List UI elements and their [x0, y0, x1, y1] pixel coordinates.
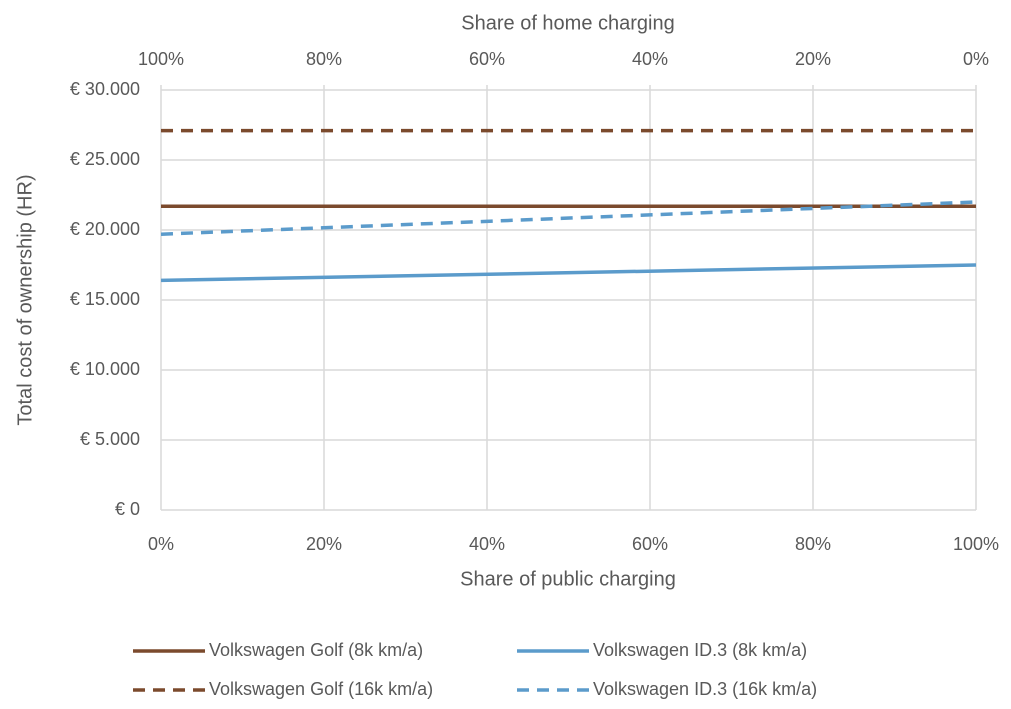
legend-label: Volkswagen ID.3 (16k km/a) [593, 679, 817, 699]
x-axis-title: Share of public charging [460, 568, 676, 590]
x-tick-label: 60% [632, 534, 668, 554]
x-tick-label: 40% [469, 534, 505, 554]
y-tick-label: € 0 [115, 499, 140, 519]
y-tick-label: € 10.000 [70, 359, 140, 379]
y-tick-label: € 30.000 [70, 79, 140, 99]
x-tick-label: 100% [953, 534, 999, 554]
x2-tick-label: 80% [306, 49, 342, 69]
legend-label: Volkswagen Golf (8k km/a) [209, 640, 423, 660]
legend-label: Volkswagen Golf (16k km/a) [209, 679, 433, 699]
series-line [160, 263, 977, 283]
y-tick-label: € 5.000 [80, 429, 140, 449]
x-tick-label: 20% [306, 534, 342, 554]
x2-tick-label: 100% [138, 49, 184, 69]
x2-tick-label: 60% [469, 49, 505, 69]
y-axis-title: Total cost of ownership (HR) [14, 174, 36, 425]
x2-tick-label: 40% [632, 49, 668, 69]
y-tick-label: € 25.000 [70, 149, 140, 169]
x-tick-label: 0% [148, 534, 174, 554]
series-line [160, 200, 977, 236]
y-tick-label: € 20.000 [70, 219, 140, 239]
x2-axis-title: Share of home charging [461, 12, 674, 34]
legend-label: Volkswagen ID.3 (8k km/a) [593, 640, 807, 660]
x2-tick-label: 20% [795, 49, 831, 69]
y-tick-label: € 15.000 [70, 289, 140, 309]
x-tick-label: 80% [795, 534, 831, 554]
x2-tick-label: 0% [963, 49, 989, 69]
